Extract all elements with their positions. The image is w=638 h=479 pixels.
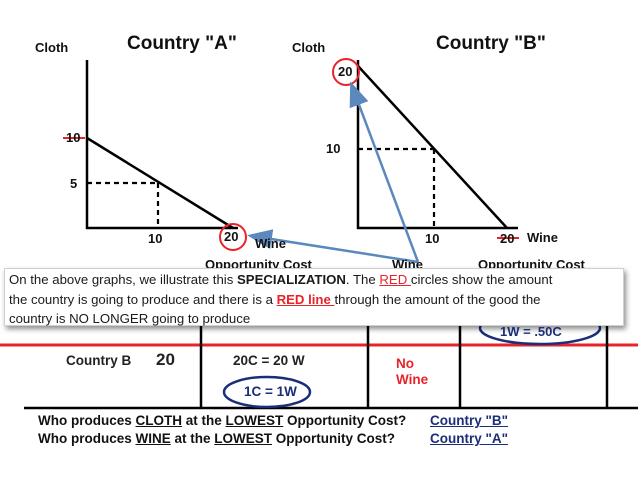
- callout-line-1: On the above graphs, we illustrate this …: [9, 270, 619, 290]
- country-a-x-tick-mid: 10: [148, 231, 163, 246]
- callout-text: . The: [345, 272, 380, 287]
- country-a-y-axis-label: Cloth: [35, 40, 69, 55]
- country-a-title: Country "A": [127, 33, 237, 54]
- question-text: Who produces: [38, 431, 136, 446]
- explanation-callout: On the above graphs, we illustrate this …: [4, 268, 624, 326]
- question-emphasis: WINE: [135, 431, 171, 446]
- country-b-ppf-line: [357, 65, 508, 229]
- question-text: at the: [170, 431, 215, 446]
- question-wine: Who produces WINE at the LOWEST Opportun…: [38, 431, 395, 446]
- question-text: Opportunity Cost?: [283, 413, 407, 428]
- circled-equation-text: 1C = 1W: [244, 384, 297, 399]
- opportunity-table-lines: [0, 310, 638, 410]
- equation-text: 20C = 20 W: [233, 353, 305, 368]
- country-a-red-circle: [219, 223, 247, 251]
- country-b-red-circle: [332, 58, 360, 86]
- country-b-y-axis-label: Cloth: [292, 40, 326, 55]
- country-b-x-tick-mid: 10: [425, 231, 440, 246]
- question-emphasis: LOWEST: [214, 431, 273, 446]
- question-emphasis: LOWEST: [225, 413, 284, 428]
- callout-text: circles show the amount: [410, 272, 553, 287]
- country-b-title: Country "B": [436, 33, 546, 54]
- country-a-y-tick-top: 10: [66, 130, 81, 145]
- callout-text: through the amount of the good the: [334, 291, 541, 307]
- answer-wine: Country "A": [430, 431, 509, 446]
- top-right-oval-text: 1W = .50C: [500, 324, 562, 339]
- question-text: at the: [182, 413, 226, 428]
- country-b-y-tick-mid: 10: [326, 141, 341, 156]
- country-a-x-tick-end: 20: [224, 229, 239, 244]
- callout-line-3: country is NO LONGER going to produce: [9, 311, 251, 326]
- wine-label: Wine: [396, 372, 429, 387]
- country-b-y-tick-top: 20: [338, 64, 353, 79]
- callout-text: the country is going to produce and ther…: [9, 291, 277, 307]
- callout-red-line-phrase: RED line: [276, 291, 335, 307]
- callout-specialization: SPECIALIZATION: [236, 272, 346, 287]
- country-a-x-axis-label: Wine: [255, 236, 286, 251]
- question-emphasis: CLOTH: [135, 413, 183, 428]
- callout-arrows: [247, 81, 420, 264]
- country-b-graph: [332, 58, 519, 239]
- row-label-country-b: Country B: [66, 353, 132, 368]
- country-b-x-axis-label: Wine: [527, 230, 558, 245]
- country-a-ppf-line: [86, 136, 234, 230]
- country-b-x-tick-end: 20: [500, 231, 515, 246]
- question-text: Who produces: [38, 413, 136, 428]
- answer-cloth: Country "B": [430, 413, 509, 428]
- country-a-graph: [63, 60, 247, 251]
- callout-red-word: RED: [379, 272, 411, 287]
- arrow-to-country-a: [247, 229, 419, 264]
- equation-oval: [222, 375, 312, 409]
- question-cloth: Who produces CLOTH at the LOWEST Opportu…: [38, 413, 406, 428]
- question-text: Opportunity Cost?: [272, 431, 395, 446]
- no-label: No: [396, 356, 414, 371]
- row-value: 20: [156, 350, 175, 369]
- arrow-to-country-b: [349, 81, 420, 263]
- country-a-y-tick-mid: 5: [70, 176, 78, 191]
- callout-line-2: the country is going to produce and ther…: [9, 290, 619, 310]
- callout-text: On the above graphs, we illustrate this: [9, 272, 237, 287]
